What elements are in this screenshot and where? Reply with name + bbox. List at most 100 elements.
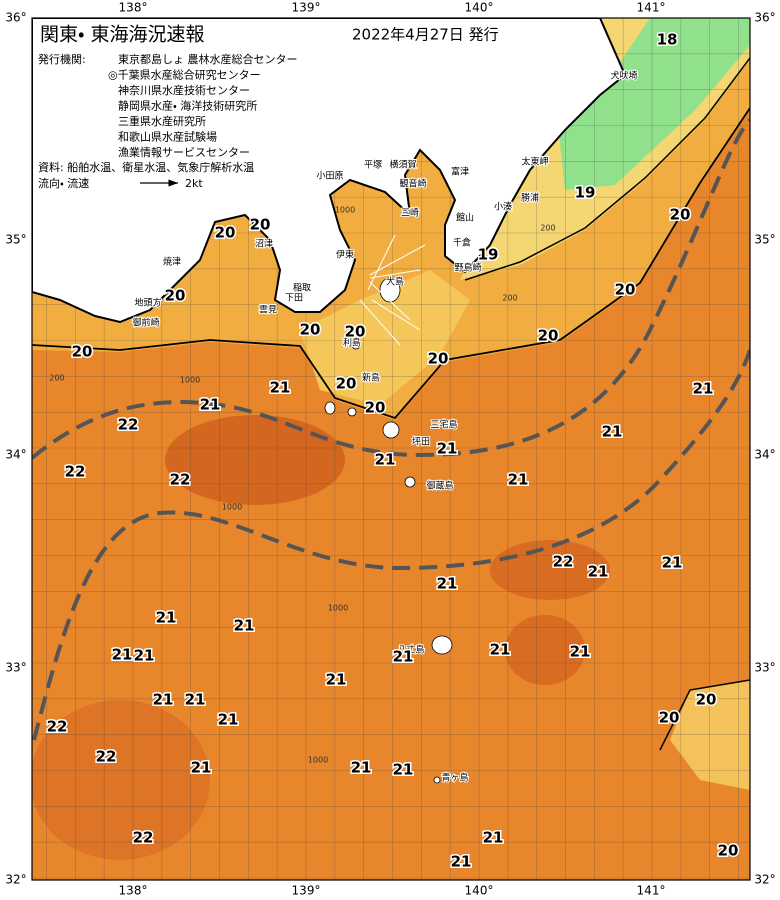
place-name: 地頭方	[134, 297, 161, 309]
temperature-label: 20	[615, 281, 636, 299]
place-name: 八丈島	[397, 644, 424, 656]
temperature-label: 21	[588, 563, 609, 581]
current-vector	[359, 299, 401, 346]
longitude-label: 140°	[465, 884, 494, 898]
place-name: 小湊	[494, 201, 512, 213]
temperature-label: 21	[451, 853, 472, 871]
longitude-label: 141°	[637, 1, 666, 15]
temperature-label: 20	[250, 216, 271, 234]
frame	[31, 17, 751, 881]
place-name: 横須賀	[389, 159, 416, 171]
temperature-label: 21	[693, 380, 714, 398]
publisher: 和歌山県水産試験場	[118, 130, 217, 144]
cool-water	[670, 680, 750, 790]
temperature-label: 19	[575, 184, 596, 202]
warm-region	[505, 615, 585, 685]
temperature-label: 21	[191, 759, 212, 777]
place-name: 御蔵島	[426, 480, 453, 492]
current-vector	[367, 234, 396, 291]
temperature-label: 21	[326, 671, 347, 689]
temperature-label: 21	[602, 423, 623, 441]
place-name: 焼津	[163, 257, 181, 268]
temperature-label: 21	[112, 646, 133, 664]
depth-label: 200	[49, 374, 64, 383]
temperature-label: 21	[483, 829, 504, 847]
place-name: 富津	[451, 166, 469, 178]
publisher: 漁業情報サービスセンター	[118, 145, 250, 159]
place-name: 坪田	[412, 437, 430, 448]
temperature-label: 21	[662, 554, 683, 572]
place-name: 三宅島	[430, 419, 457, 431]
temperature-label: 20	[670, 206, 691, 224]
place-name: 稲取	[293, 282, 311, 294]
place-name: 千倉	[453, 238, 471, 249]
isotherm	[464, 57, 750, 281]
title: 関東・ 東海海況速報	[40, 24, 205, 46]
cold-water	[555, 18, 750, 190]
coastal-water	[300, 270, 470, 405]
latitude-label: 33°	[5, 661, 26, 675]
kuroshio-axis	[32, 349, 750, 741]
flow-scale: 2kt	[185, 177, 203, 190]
temperature-label: 21	[393, 648, 414, 666]
temperature-label: 20	[696, 691, 717, 709]
temperature-label: 20	[538, 327, 559, 345]
depth-label: 1000	[308, 756, 328, 765]
depth-label: 200	[502, 294, 517, 303]
place-name: 小田原	[316, 171, 343, 182]
temperature-label: 21	[570, 643, 591, 661]
temperature-label: 21	[200, 396, 221, 414]
latitude-label: 32°	[754, 873, 775, 887]
island	[433, 776, 441, 784]
flow-label: 流向・ 流速	[38, 176, 89, 190]
land	[32, 18, 627, 324]
temperature-label: 20	[300, 321, 321, 339]
publisher-label: 発行機関:	[38, 52, 86, 66]
place-name: 伊東	[336, 249, 354, 261]
temperature-label: 20	[365, 399, 386, 417]
place-name: 大島	[386, 276, 404, 288]
island	[347, 407, 357, 417]
latitude-label: 36°	[754, 11, 775, 25]
temperature-label: 21	[437, 575, 458, 593]
warm-region	[490, 540, 610, 600]
temperature-label: 22	[65, 463, 86, 481]
longitude-label: 141°	[637, 884, 666, 898]
current-vector	[369, 281, 411, 321]
place-name: 野島崎	[454, 262, 481, 274]
latitude-label: 34°	[754, 448, 775, 462]
place-name: 犬吠埼	[610, 70, 637, 82]
depth-label: 1000	[335, 206, 355, 215]
kuroshio-axis	[32, 118, 750, 460]
temperature-label: 21	[437, 440, 458, 458]
temperature-label: 21	[234, 617, 255, 635]
temperature-label: 20	[659, 709, 680, 727]
current-vector	[369, 244, 426, 276]
temperature-label: 20	[718, 842, 739, 860]
temperature-label: 21	[185, 691, 206, 709]
temperature-label: 22	[96, 748, 117, 766]
depth-label: 1000	[222, 503, 242, 512]
longitude-label: 138°	[119, 884, 148, 898]
place-name: 青ヶ島	[441, 772, 468, 784]
island	[351, 340, 361, 350]
temperature-label: 21	[156, 609, 177, 627]
data-source: 資料: 船舶水温、衛星水温、気象庁解析水温	[38, 160, 254, 174]
current-vector	[371, 299, 421, 331]
latitude-label: 35°	[754, 233, 775, 247]
publisher: ◎千葉県水産総合研究センター	[108, 68, 261, 82]
temperature-label: 21	[508, 471, 529, 489]
place-name: 御前崎	[132, 317, 159, 329]
place-name: 観音崎	[399, 178, 426, 190]
place-name: 三崎	[401, 207, 419, 219]
place-name: 太東岬	[521, 156, 548, 168]
place-name: 雲見	[259, 305, 277, 316]
temperature-label: 22	[553, 553, 574, 571]
temperature-label: 21	[375, 451, 396, 469]
current-vector	[369, 269, 421, 279]
island	[382, 421, 400, 439]
place-name: 館山	[456, 212, 474, 224]
